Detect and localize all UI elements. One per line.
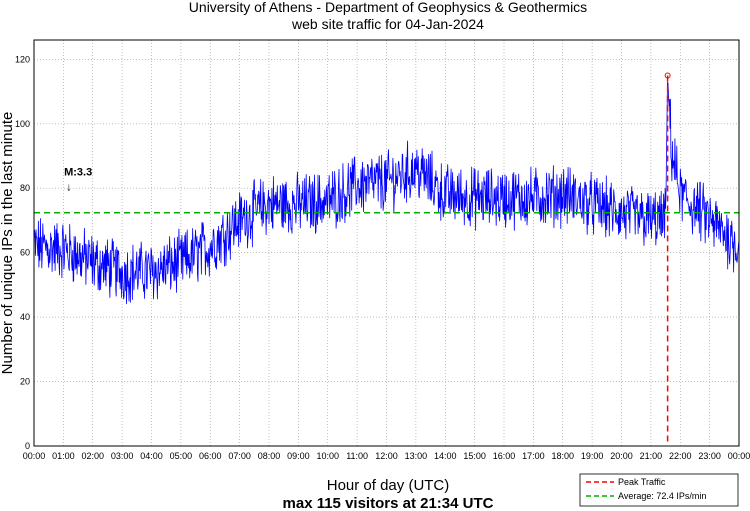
- x-tick-label: 05:00: [170, 451, 193, 461]
- x-tick-label: 12:00: [375, 451, 398, 461]
- x-tick-label: 10:00: [316, 451, 339, 461]
- x-tick-label: 07:00: [228, 451, 251, 461]
- x-tick-label: 06:00: [199, 451, 222, 461]
- y-tick-label: 100: [15, 119, 30, 129]
- grid-lines: [33, 40, 740, 447]
- legend-box: [579, 473, 739, 507]
- chart-subtitle: web site traffic for 04-Jan-2024: [291, 16, 484, 32]
- footer-max-visitors: max 115 visitors at 21:34 UTC: [283, 495, 494, 511]
- y-tick-label: 120: [15, 54, 30, 64]
- x-tick-label: 02:00: [81, 451, 104, 461]
- x-tick-label: 14:00: [434, 451, 457, 461]
- x-tick-label: 04:00: [140, 451, 163, 461]
- x-tick-label: 21:00: [640, 451, 663, 461]
- y-tick-label: 60: [20, 248, 30, 258]
- x-tick-label: 01:00: [52, 451, 75, 461]
- legend-average-label: Average: 72.4 IPs/min: [618, 491, 706, 501]
- y-tick-label: 40: [20, 312, 30, 322]
- x-tick-label: 00:00: [728, 451, 750, 461]
- x-tick-label: 23:00: [698, 451, 721, 461]
- traffic-series-line: [33, 81, 740, 305]
- quake-annotation-label: M:3.3: [64, 167, 92, 179]
- y-axis-label: Number of unique IPs in the last minute: [0, 112, 16, 375]
- legend-peak-label: Peak Traffic: [618, 477, 666, 487]
- x-tick-label: 16:00: [493, 451, 516, 461]
- y-tick-label: 80: [20, 183, 30, 193]
- x-tick-label: 03:00: [111, 451, 134, 461]
- x-tick-label: 22:00: [669, 451, 692, 461]
- peak-marker: [664, 72, 671, 79]
- x-tick-label: 13:00: [405, 451, 428, 461]
- y-tick-label: 20: [20, 377, 30, 387]
- x-axis-label: Hour of day (UTC): [327, 477, 450, 494]
- x-tick-label: 11:00: [346, 451, 368, 461]
- x-axis-ticks: 00:00 01:00 02:00 03:00 04:00 05:00 06:00 07:00…: [23, 451, 750, 461]
- x-tick-label: 19:00: [581, 451, 604, 461]
- x-tick-label: 17:00: [522, 451, 545, 461]
- y-tick-label: 0: [25, 441, 30, 451]
- y-axis-ticks: 0 20 40 60 80 100 120: [15, 54, 30, 451]
- quake-annotation-arrow-icon: ↓: [66, 182, 72, 194]
- x-tick-label: 15:00: [463, 451, 486, 461]
- x-tick-label: 08:00: [258, 451, 281, 461]
- x-tick-label: 20:00: [610, 451, 633, 461]
- x-tick-label: 18:00: [551, 451, 574, 461]
- x-tick-label: 00:00: [23, 451, 46, 461]
- plot-frame: [33, 39, 740, 447]
- legend: Peak Traffic Average: 72.4 IPs/min: [579, 473, 739, 507]
- chart-title: University of Athens - Department of Geo…: [189, 0, 587, 15]
- x-tick-label: 09:00: [287, 451, 310, 461]
